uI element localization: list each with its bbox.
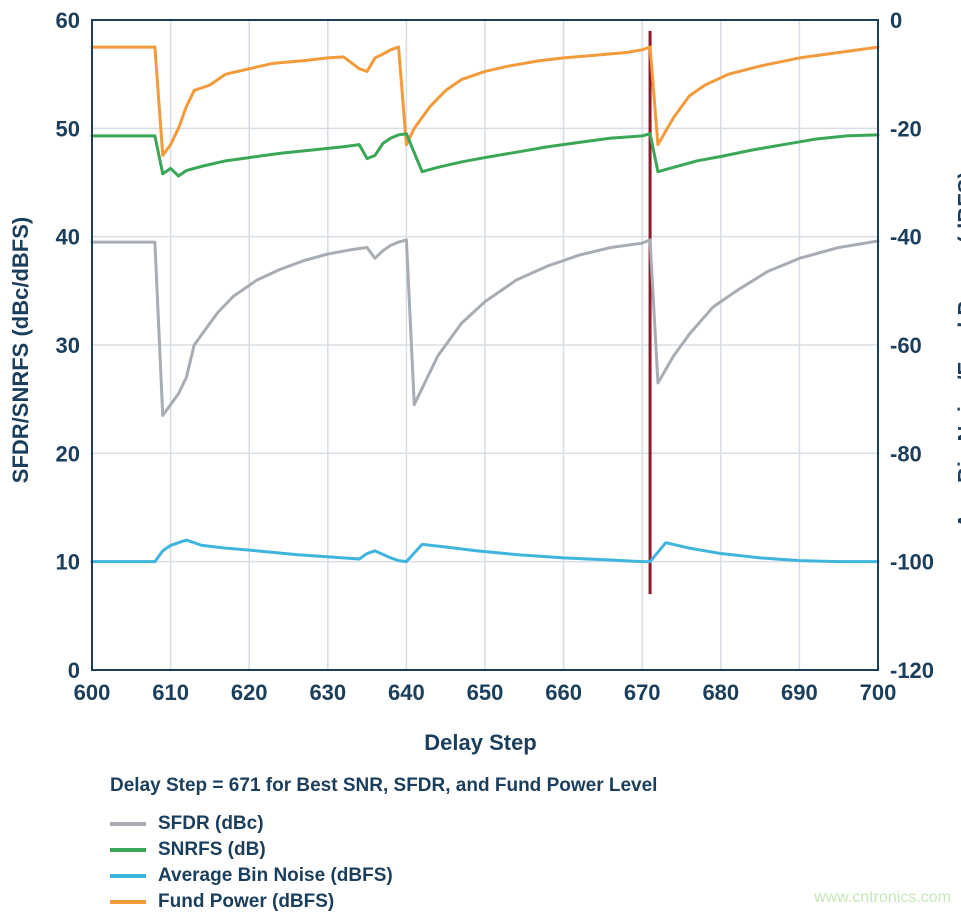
svg-text:60: 60 <box>56 8 80 33</box>
watermark-text: www.cntronics.com <box>814 889 951 907</box>
legend-item: Average Bin Noise (dBFS) <box>110 865 870 887</box>
legend-label: SFDR (dBc) <box>158 813 264 835</box>
svg-text:0: 0 <box>68 658 80 683</box>
y-right-axis-label: Ave Bin Noise/Fund Power (dBFS) <box>953 171 961 528</box>
svg-text:-60: -60 <box>890 333 922 358</box>
svg-text:-80: -80 <box>890 441 922 466</box>
svg-text:620: 620 <box>231 680 268 700</box>
svg-text:-40: -40 <box>890 225 922 250</box>
legend-swatch <box>110 874 146 878</box>
x-axis-label: Delay Step <box>0 730 961 756</box>
chart-caption: Delay Step = 671 for Best SNR, SFDR, and… <box>110 775 870 797</box>
svg-text:650: 650 <box>467 680 504 700</box>
chart-plot: 6006106206306406506606706806907000102030… <box>0 0 961 700</box>
chart-legend: SFDR (dBc) SNRFS (dB) Average Bin Noise (d… <box>110 813 870 913</box>
svg-text:20: 20 <box>56 441 80 466</box>
legend-swatch <box>110 900 146 904</box>
svg-text:630: 630 <box>309 680 346 700</box>
legend-item: SNRFS (dB) <box>110 839 870 861</box>
svg-text:700: 700 <box>860 680 897 700</box>
svg-text:610: 610 <box>152 680 189 700</box>
svg-text:-120: -120 <box>890 658 934 683</box>
svg-text:0: 0 <box>890 8 902 33</box>
svg-text:-20: -20 <box>890 116 922 141</box>
legend-swatch <box>110 822 146 826</box>
svg-text:660: 660 <box>545 680 582 700</box>
legend-item: Fund Power (dBFS) <box>110 891 870 913</box>
svg-text:690: 690 <box>781 680 818 700</box>
svg-text:50: 50 <box>56 116 80 141</box>
svg-text:600: 600 <box>74 680 111 700</box>
svg-text:10: 10 <box>56 550 80 575</box>
legend-label: SNRFS (dB) <box>158 839 266 861</box>
legend-swatch <box>110 848 146 852</box>
svg-text:40: 40 <box>56 225 80 250</box>
svg-text:670: 670 <box>624 680 661 700</box>
y-left-axis-label: SFDR/SNRFS (dBc/dBFS) <box>8 217 34 483</box>
legend-item: SFDR (dBc) <box>110 813 870 835</box>
legend-label: Fund Power (dBFS) <box>158 891 334 913</box>
svg-text:640: 640 <box>388 680 425 700</box>
svg-text:680: 680 <box>702 680 739 700</box>
svg-text:30: 30 <box>56 333 80 358</box>
svg-text:-100: -100 <box>890 550 934 575</box>
legend-label: Average Bin Noise (dBFS) <box>158 865 393 887</box>
